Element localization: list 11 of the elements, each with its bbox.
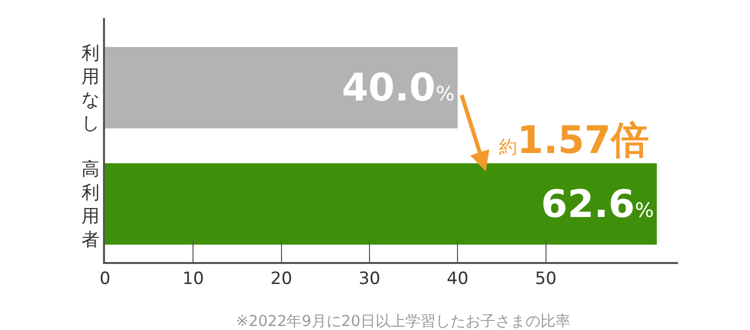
x-tick-label: 20 xyxy=(270,269,292,290)
x-tick-label: 10 xyxy=(182,269,204,290)
x-tick-label: 40 xyxy=(446,269,468,290)
text: ※2022年9月に20日以上学習したお子さまの比率 xyxy=(236,312,570,330)
x-tick-label: 30 xyxy=(358,269,380,290)
y-tick-label: 利用なし xyxy=(82,42,100,134)
y-tick-label: 高利用者 xyxy=(82,159,100,250)
x-tick-label: 50 xyxy=(534,269,557,290)
x-tick-label: 0 xyxy=(100,269,110,290)
data-label: 62.6% xyxy=(541,182,654,226)
data-label: 40.0% xyxy=(342,66,455,110)
